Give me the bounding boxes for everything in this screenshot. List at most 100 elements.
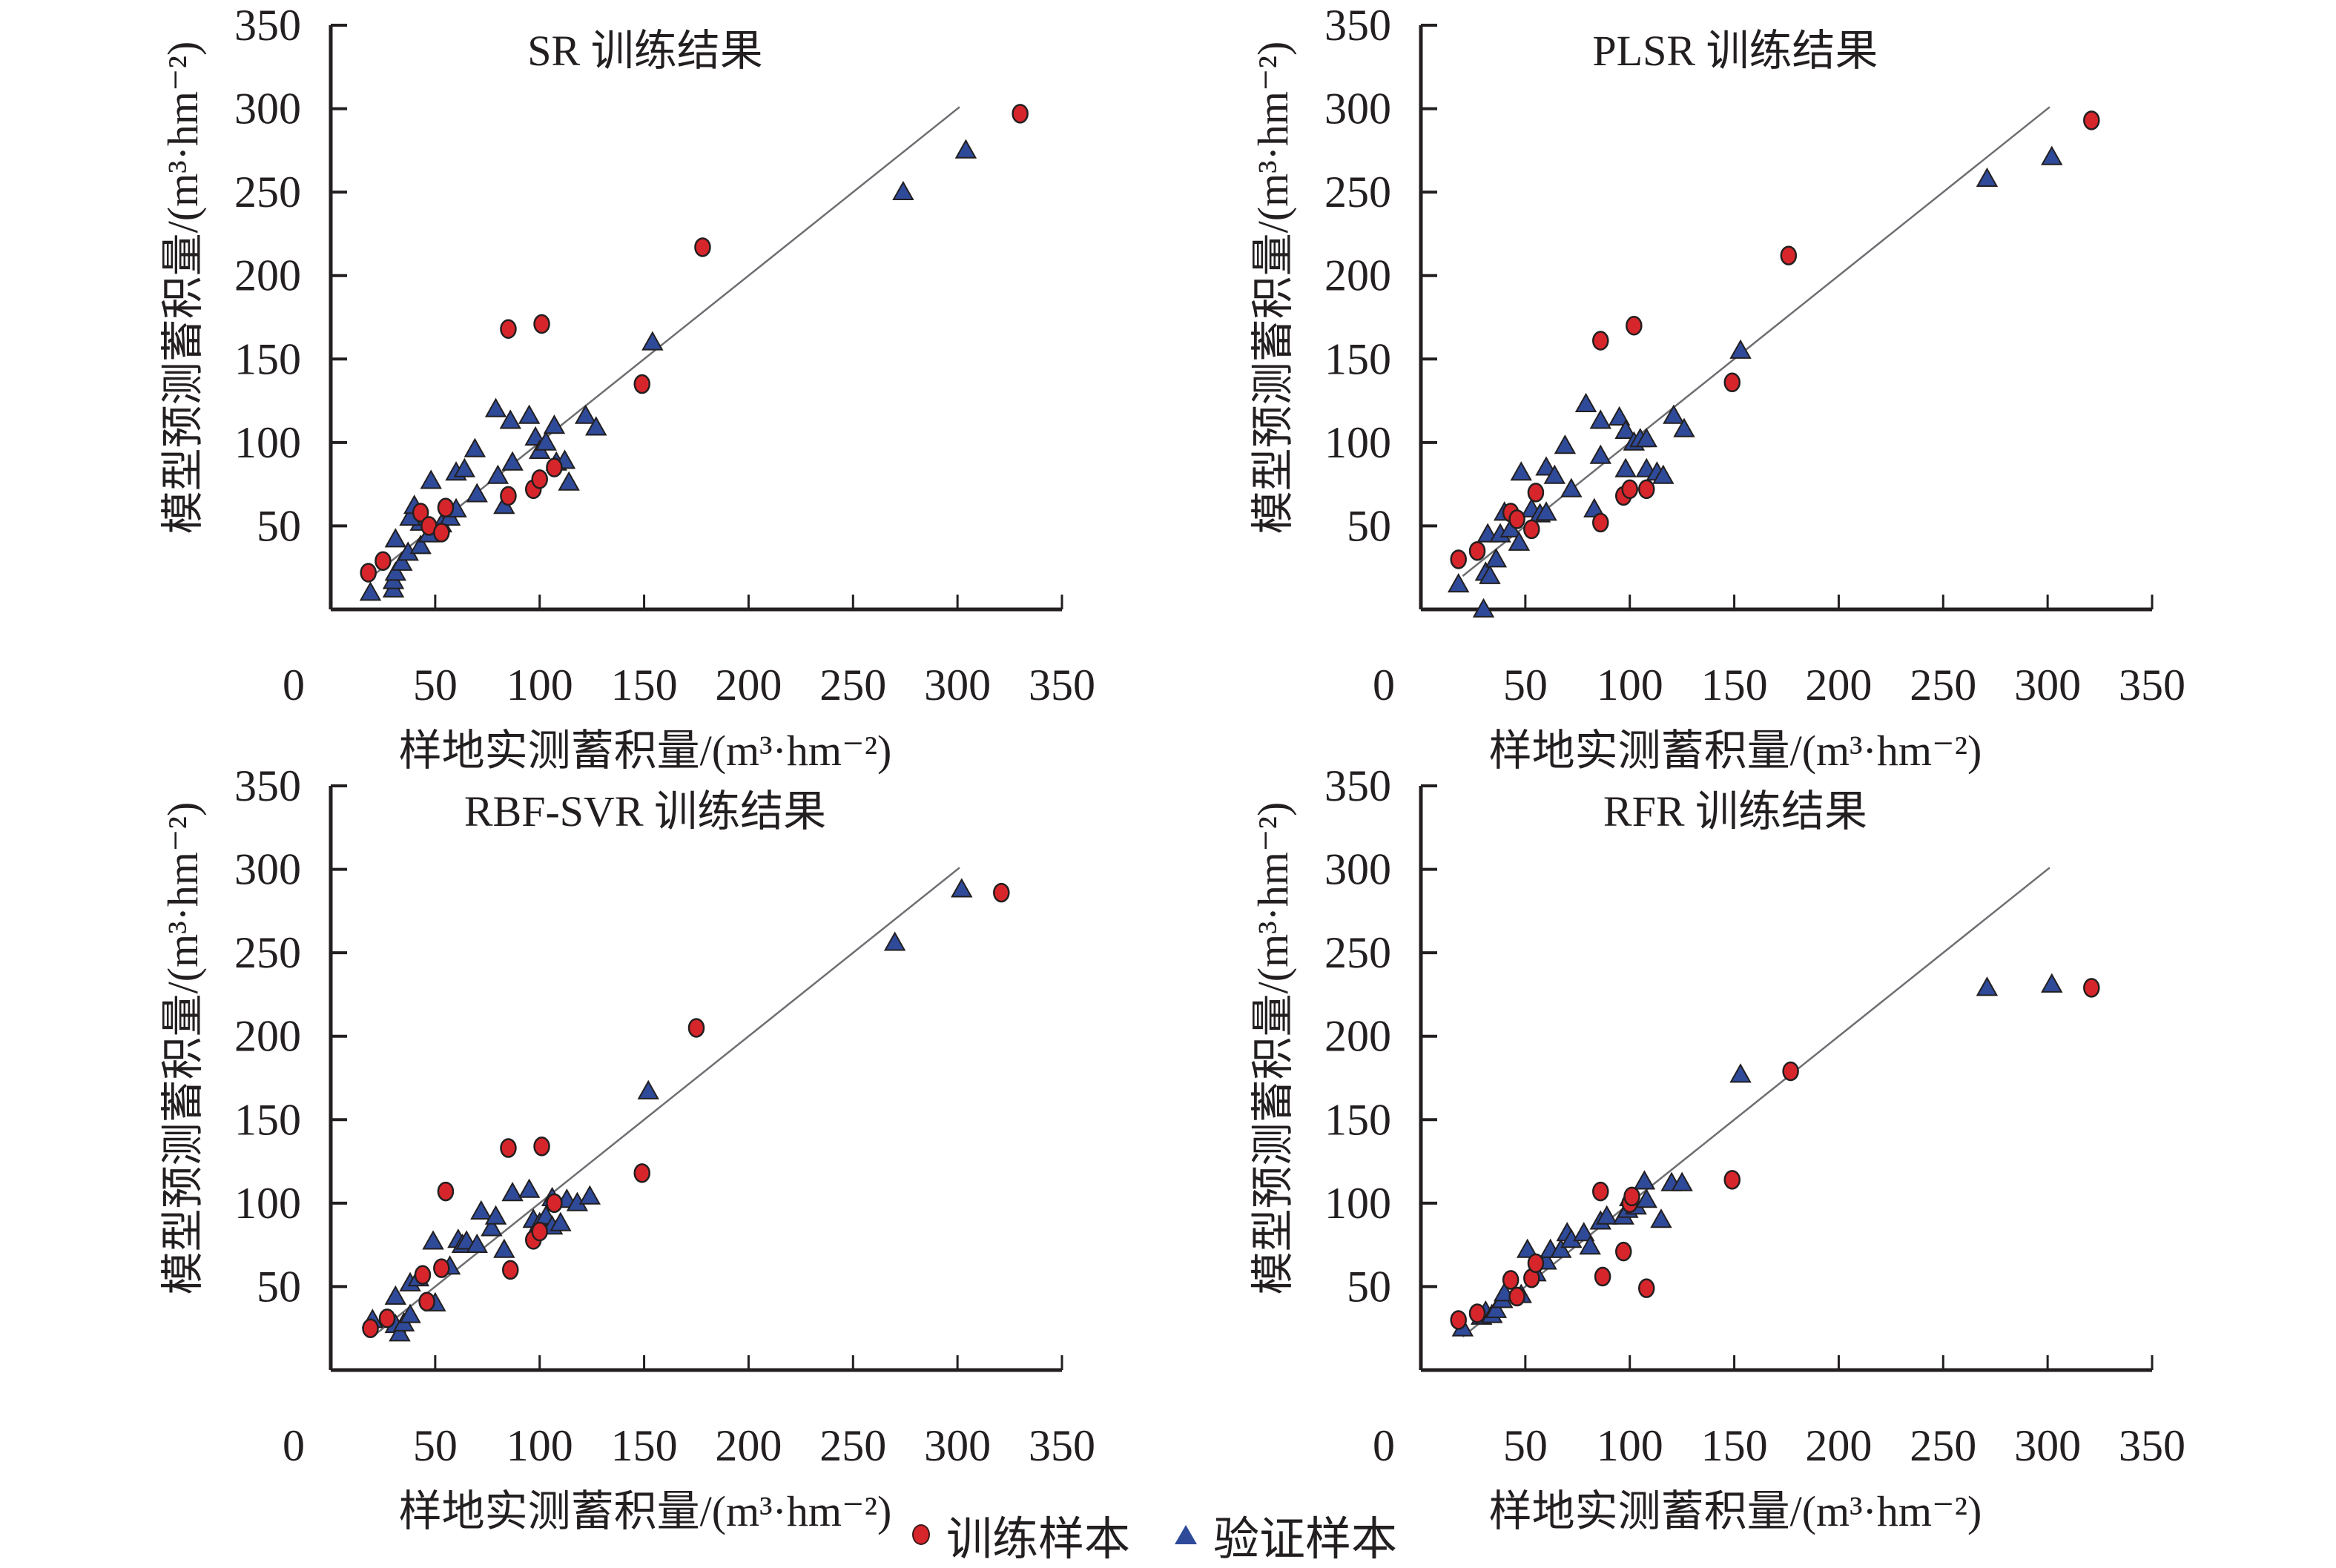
training-point bbox=[694, 237, 711, 257]
y-tick-label: 150 bbox=[1324, 334, 1391, 383]
training-point bbox=[500, 319, 517, 340]
y-tick-label: 100 bbox=[1324, 418, 1391, 467]
training-point bbox=[1508, 509, 1525, 529]
x-tick-label: 150 bbox=[1701, 1421, 1768, 1470]
validation-point bbox=[501, 451, 524, 471]
y-axis-title: 模型预测蓄积量/(m³·hm⁻²) bbox=[1249, 802, 1297, 1295]
reference-line bbox=[1462, 867, 2050, 1337]
validation-point bbox=[484, 1205, 507, 1225]
x-tick-label: 300 bbox=[2014, 1421, 2081, 1470]
x-tick-label: 350 bbox=[2119, 661, 2185, 709]
validation-point bbox=[1608, 406, 1631, 426]
validation-point bbox=[484, 397, 507, 417]
legend: 训练样本 验证样本 bbox=[912, 1505, 1397, 1565]
training-point bbox=[1468, 1303, 1486, 1323]
reference-line bbox=[372, 867, 960, 1337]
validation-point bbox=[1479, 564, 1501, 584]
x-tick-label: 250 bbox=[819, 1421, 886, 1470]
validation-point bbox=[1472, 598, 1495, 618]
validation-point bbox=[518, 404, 541, 424]
training-point bbox=[633, 1163, 651, 1183]
validation-point bbox=[1614, 419, 1637, 439]
x-tick-label: 100 bbox=[1597, 1421, 1663, 1470]
training-point bbox=[1782, 1061, 1799, 1082]
x-tick-label: 350 bbox=[2119, 1421, 2185, 1470]
x-tick-label: 100 bbox=[507, 661, 573, 709]
y-tick-label: 300 bbox=[1324, 85, 1391, 133]
training-point bbox=[533, 314, 550, 334]
validation-point bbox=[1485, 1298, 1508, 1318]
y-tick-label: 300 bbox=[234, 845, 301, 894]
x-tick-label: 200 bbox=[1805, 661, 1872, 709]
validation-point bbox=[1579, 1235, 1601, 1255]
validation-point bbox=[384, 561, 407, 581]
y-tick-label: 250 bbox=[1324, 928, 1391, 977]
training-point bbox=[546, 457, 563, 477]
validation-point bbox=[1554, 434, 1577, 454]
y-axis-title: 模型预测蓄积量/(m³·hm⁻²) bbox=[159, 42, 207, 535]
panel-title: SR 训练结果 bbox=[527, 27, 762, 75]
reference-line bbox=[372, 106, 960, 577]
validation-point bbox=[481, 1217, 503, 1237]
x-tick-label: 0 bbox=[1373, 1421, 1395, 1470]
y-tick-label: 300 bbox=[1324, 845, 1391, 894]
validation-point bbox=[420, 469, 442, 489]
training-point bbox=[687, 1018, 705, 1038]
training-point bbox=[1621, 479, 1638, 500]
validation-point bbox=[501, 1182, 524, 1202]
x-tick-label: 150 bbox=[611, 1421, 678, 1470]
training-point bbox=[533, 1137, 550, 1157]
y-tick-label: 300 bbox=[234, 85, 301, 133]
validation-point bbox=[1652, 464, 1675, 484]
x-tick-label: 300 bbox=[924, 1421, 991, 1470]
y-tick-label: 150 bbox=[234, 1095, 301, 1144]
training-point bbox=[1626, 316, 1643, 336]
y-tick-label: 150 bbox=[1324, 1095, 1391, 1144]
validation-point bbox=[1550, 1238, 1572, 1258]
x-tick-label: 0 bbox=[283, 661, 305, 709]
validation-point bbox=[951, 878, 973, 898]
y-tick-label: 250 bbox=[1324, 168, 1391, 216]
training-point bbox=[1592, 1181, 1609, 1202]
validation-point bbox=[1560, 477, 1583, 497]
validation-point bbox=[518, 1178, 541, 1198]
training-point bbox=[414, 1265, 432, 1285]
panel-title: RFR 训练结果 bbox=[1603, 787, 1867, 836]
validation-point bbox=[1573, 1222, 1595, 1242]
training-point bbox=[1450, 1310, 1467, 1330]
validation-point bbox=[1508, 531, 1531, 551]
validation-point bbox=[1729, 1063, 1752, 1083]
x-tick-label: 350 bbox=[1029, 661, 1095, 709]
validation-point bbox=[409, 535, 432, 555]
training-point bbox=[2083, 978, 2100, 998]
validation-point bbox=[637, 1079, 659, 1099]
validation-point bbox=[391, 551, 413, 571]
validation-point bbox=[535, 431, 557, 451]
validation-point bbox=[463, 437, 486, 457]
y-tick-label: 50 bbox=[1347, 1262, 1391, 1311]
training-point bbox=[500, 486, 517, 506]
training-point bbox=[375, 551, 392, 571]
y-tick-label: 100 bbox=[234, 418, 301, 467]
panel-title: RBF-SVR 训练结果 bbox=[464, 787, 826, 836]
legend-item-validation: 验证样本 bbox=[1175, 1501, 1397, 1568]
training-point bbox=[502, 1260, 519, 1280]
validation-point bbox=[1729, 339, 1752, 359]
panel-title: PLSR 训练结果 bbox=[1592, 27, 1878, 75]
validation-point bbox=[499, 409, 521, 429]
validation-point bbox=[1574, 392, 1597, 412]
training-point bbox=[1012, 104, 1029, 124]
y-axis-title: 模型预测蓄积量/(m³·hm⁻²) bbox=[1249, 42, 1297, 535]
training-point bbox=[531, 1221, 548, 1242]
reference-line bbox=[1462, 106, 2050, 577]
y-tick-label: 50 bbox=[257, 501, 301, 550]
validation-point bbox=[954, 139, 977, 159]
panel-rfr: 50 100 150 200 250 300 350 0 50 100 150 200 250 300 35… bbox=[1249, 761, 2185, 1535]
training-point bbox=[633, 374, 651, 394]
validation-point bbox=[1633, 1170, 1656, 1190]
y-axis-title: 模型预测蓄积量/(m³·hm⁻²) bbox=[159, 802, 207, 1295]
x-tick-label: 100 bbox=[507, 1421, 573, 1470]
validation-point bbox=[399, 1303, 421, 1323]
validation-point bbox=[1589, 444, 1611, 464]
